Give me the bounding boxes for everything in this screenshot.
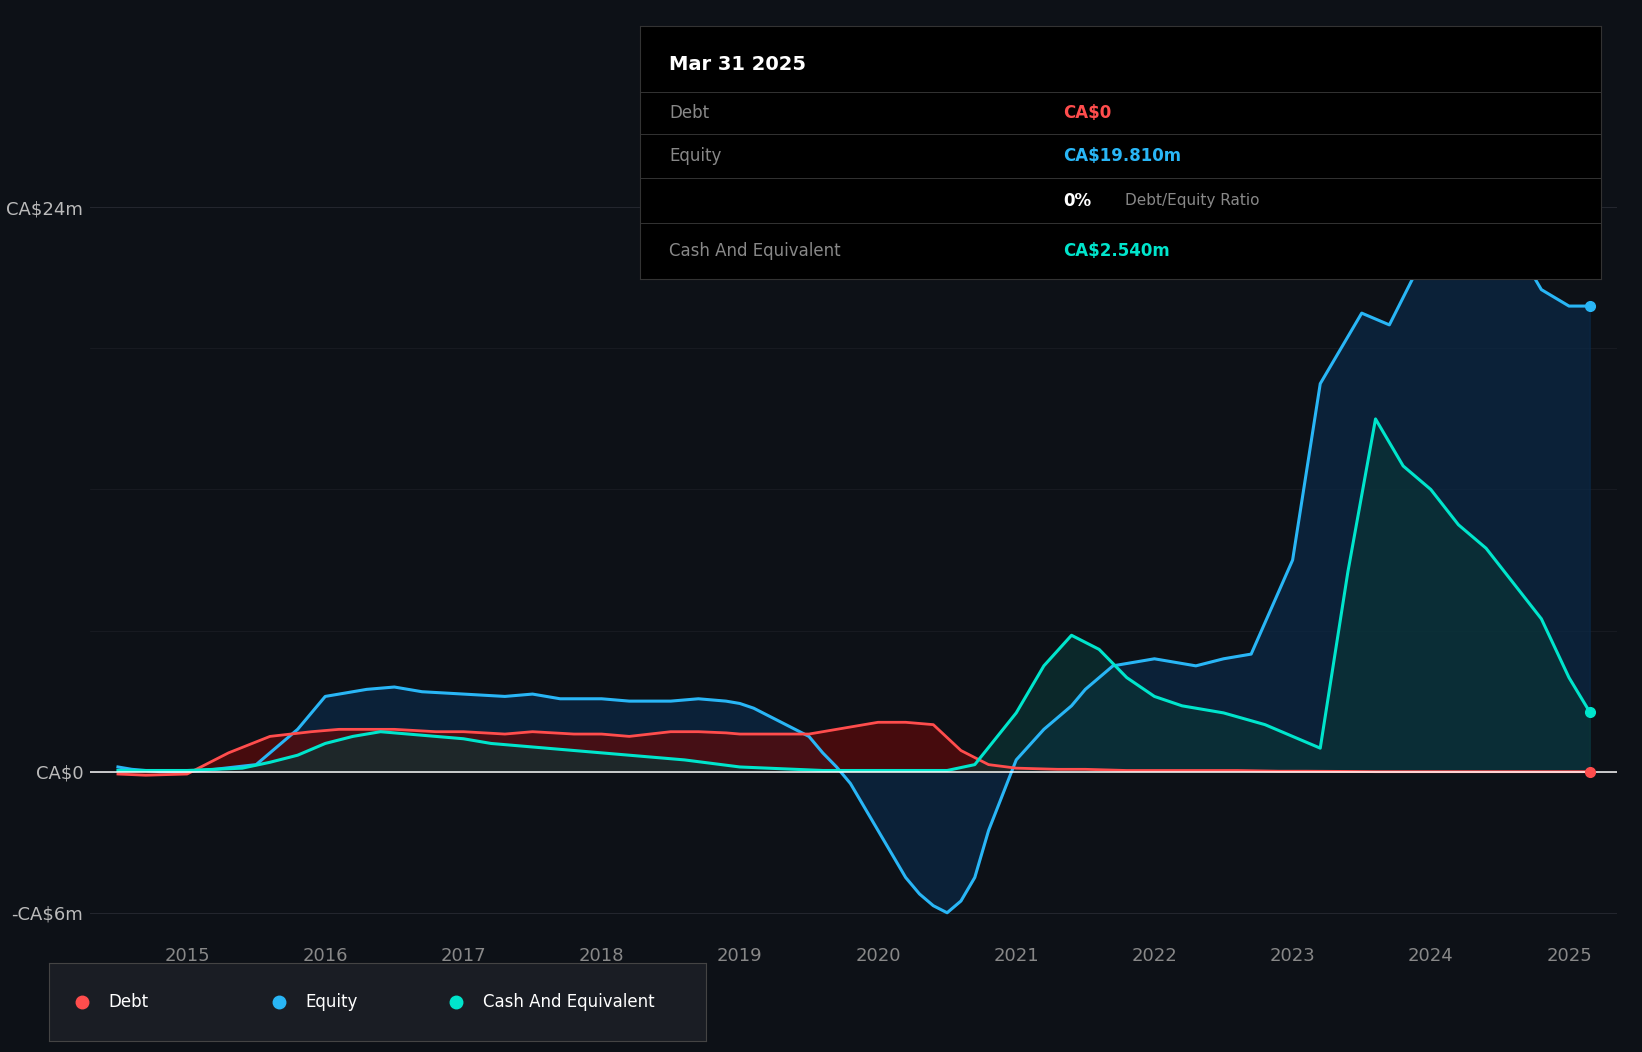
Text: 0%: 0% [1062,191,1092,209]
Text: Cash And Equivalent: Cash And Equivalent [670,242,841,260]
Text: CA$19.810m: CA$19.810m [1062,146,1181,164]
Text: CA$0: CA$0 [1062,104,1112,122]
Text: Debt: Debt [670,104,709,122]
Text: Debt: Debt [108,993,148,1011]
Text: Mar 31 2025: Mar 31 2025 [670,55,806,74]
Text: Equity: Equity [670,146,721,164]
Text: CA$2.540m: CA$2.540m [1062,242,1169,260]
Text: Debt/Equity Ratio: Debt/Equity Ratio [1125,193,1259,208]
Text: Equity: Equity [305,993,358,1011]
Text: Cash And Equivalent: Cash And Equivalent [483,993,655,1011]
